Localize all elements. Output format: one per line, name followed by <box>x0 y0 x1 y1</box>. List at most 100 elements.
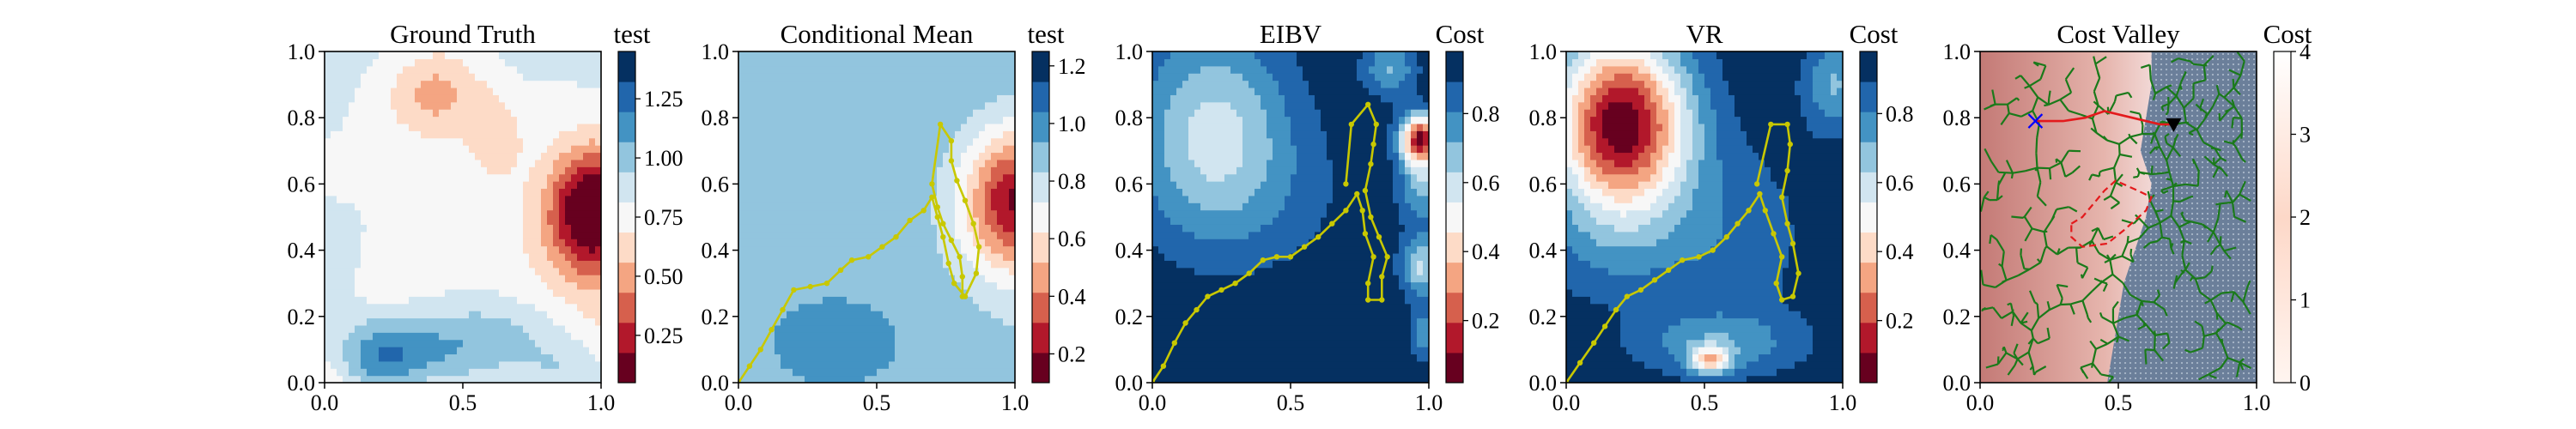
heat-cell <box>775 311 781 319</box>
heat-cell <box>355 339 361 347</box>
heat-cell <box>1230 347 1237 355</box>
heat-cell <box>961 288 968 297</box>
heat-cell <box>997 324 1004 333</box>
heat-cell <box>427 339 434 347</box>
heat-cell <box>823 137 829 146</box>
heat-cell <box>1176 324 1183 333</box>
heat-cell <box>889 311 896 319</box>
heat-cell <box>481 324 488 333</box>
heat-cell <box>415 101 422 110</box>
heat-cell <box>463 296 470 305</box>
heat-cell <box>595 123 601 131</box>
heat-cell <box>1176 353 1183 362</box>
heat-cell <box>595 275 601 283</box>
heat-cell <box>337 317 343 326</box>
heat-cell <box>463 311 470 319</box>
heat-cell <box>949 195 956 203</box>
heat-cell <box>901 267 908 275</box>
heat-cell <box>1003 224 1010 233</box>
heat-cell <box>907 65 914 74</box>
heat-cell <box>463 80 470 88</box>
heat-cell <box>769 94 775 103</box>
heat-cell <box>817 347 823 355</box>
heat-cell <box>1158 145 1165 154</box>
heat-cell <box>361 159 368 167</box>
heat-cell <box>871 173 878 182</box>
heat-cell <box>985 137 992 146</box>
heat-cell <box>756 51 763 59</box>
heat-cell <box>379 296 386 305</box>
heat-cell <box>877 317 884 326</box>
heat-cell <box>1200 109 1207 118</box>
heat-cell <box>1194 311 1201 319</box>
heat-cell <box>979 94 986 103</box>
heat-cell <box>835 332 841 341</box>
colorbar-tick-label: 1.25 <box>644 87 683 112</box>
heat-cell <box>403 137 410 146</box>
heat-cell <box>511 347 518 355</box>
heat-cell <box>499 181 506 190</box>
heat-cell <box>931 281 938 290</box>
heat-cell <box>355 332 361 341</box>
heat-cell <box>373 195 380 203</box>
heat-cell <box>979 239 986 247</box>
path-point <box>934 204 941 210</box>
heat-cell <box>595 152 601 160</box>
heat-cell <box>583 123 590 131</box>
heat-cell <box>541 375 548 383</box>
heat-cell <box>349 303 355 311</box>
heat-cell <box>1182 288 1189 297</box>
heat-cell <box>1218 375 1225 383</box>
heat-cell <box>750 317 757 326</box>
heat-cell <box>535 188 542 196</box>
heat-cell <box>451 275 458 283</box>
heat-cell <box>337 252 343 261</box>
heat-cell <box>343 239 349 247</box>
heat-cell <box>529 224 536 233</box>
heat-cell <box>835 296 841 305</box>
heat-cell <box>343 275 349 283</box>
heat-cell <box>805 296 811 305</box>
heat-cell <box>373 58 380 67</box>
heat-cell <box>499 123 506 131</box>
heat-cell <box>913 195 920 203</box>
heat-cell <box>391 58 398 67</box>
heat-cell <box>475 347 482 355</box>
heat-cell <box>865 159 872 167</box>
heat-cell <box>529 217 536 225</box>
heat-cell <box>517 159 524 167</box>
heat-cell <box>744 137 751 146</box>
colorbar-tick-label: 0.4 <box>1058 284 1086 309</box>
heat-cell <box>859 339 866 347</box>
heat-cell <box>571 152 578 160</box>
heat-cell <box>463 375 470 383</box>
plot-area <box>325 51 601 383</box>
heat-cell <box>738 260 745 269</box>
heat-cell <box>367 116 374 124</box>
heat-cell <box>799 217 805 225</box>
heat-cell <box>331 360 337 369</box>
heat-cell <box>421 332 428 341</box>
heat-cell <box>997 353 1004 362</box>
heat-cell <box>439 317 446 326</box>
heat-cell <box>943 281 950 290</box>
heat-cell <box>469 159 476 167</box>
heat-cell <box>811 245 817 254</box>
heat-cell <box>343 288 349 297</box>
heat-cell <box>1188 195 1195 203</box>
heat-cell <box>967 80 974 88</box>
heat-cell <box>871 296 878 305</box>
heat-cell <box>997 159 1004 167</box>
heat-cell <box>409 267 416 275</box>
heat-cell <box>433 224 440 233</box>
heat-cell <box>769 188 775 196</box>
heat-cell <box>517 281 524 290</box>
heat-cell <box>421 347 428 355</box>
heat-cell <box>1206 80 1213 88</box>
heat-cell <box>871 109 878 118</box>
heat-cell <box>937 145 944 154</box>
heat-cell <box>1164 360 1171 369</box>
heat-cell <box>847 275 854 283</box>
heat-cell <box>565 65 572 74</box>
heat-cell <box>589 159 596 167</box>
